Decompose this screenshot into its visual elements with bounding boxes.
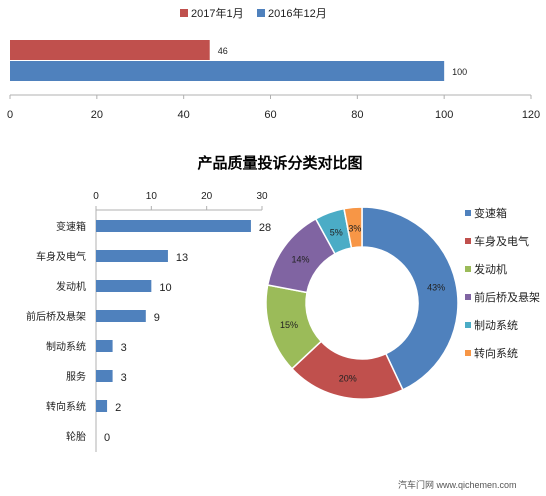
category-bar-1 [96, 250, 168, 262]
donut-value-label-4: 5% [330, 227, 343, 237]
category-label-3: 前后桥及悬架 [26, 310, 86, 323]
top-bar-1 [10, 61, 445, 81]
top-tick-label-5: 100 [435, 109, 453, 121]
watermark-text: 汽车门网 www.qichemen.com [398, 479, 517, 490]
category-bar-4 [96, 340, 113, 352]
category-bar-3 [96, 310, 146, 322]
category-bar-5 [96, 370, 113, 382]
top-tick-label-3: 60 [264, 109, 276, 121]
donut-value-label-1: 20% [339, 374, 357, 384]
category-value-0: 28 [259, 222, 271, 234]
donut-value-label-3: 14% [292, 254, 310, 264]
category-bar-0 [96, 220, 251, 232]
top-comparison-chart: 2017年1月 2016年12月 46 100 0 20 40 60 80 100 120 [7, 6, 540, 121]
category-bar-2 [96, 280, 152, 292]
legend-label-0: 2017年1月 [191, 6, 244, 20]
category-value-4: 3 [121, 342, 127, 354]
top-legend: 2017年1月 2016年12月 [180, 6, 327, 20]
category-label-7: 轮胎 [66, 430, 86, 443]
category-value-5: 3 [121, 372, 127, 384]
donut-value-label-5: 3% [348, 223, 361, 233]
top-tick-label-4: 80 [351, 109, 363, 121]
category-bar-6 [96, 400, 108, 412]
donut-legend-label-0: 变速箱 [474, 206, 507, 220]
category-value-1: 13 [176, 252, 188, 264]
top-bar-0 [10, 40, 210, 60]
left-tick-label-0: 0 [93, 191, 99, 202]
category-value-6: 2 [115, 402, 121, 414]
legend-swatch-1 [257, 9, 265, 17]
left-bars: 变速箱 28 车身及电气 13 发动机 10 前后桥及悬架 9 制动系统 3 服务 3 转向系统 2 轮胎 0 [26, 220, 271, 444]
donut-legend-label-4: 制动系统 [474, 319, 518, 332]
top-tick-label-2: 40 [178, 109, 190, 121]
top-x-ticks: 0 20 40 60 80 100 120 [7, 95, 540, 121]
donut-value-label-2: 15% [280, 320, 298, 330]
left-tick-label-1: 10 [146, 191, 158, 202]
category-value-3: 9 [154, 312, 160, 324]
left-tick-label-3: 30 [256, 191, 268, 202]
donut-legend-swatch-2 [465, 266, 471, 272]
category-label-2: 发动机 [56, 280, 86, 293]
category-value-7: 0 [104, 432, 110, 444]
category-value-2: 10 [159, 282, 171, 294]
top-bar-value-0: 46 [218, 46, 228, 56]
donut-legend-swatch-1 [465, 238, 471, 244]
donut-slice-0 [361, 206, 459, 391]
legend-label-1: 2016年12月 [268, 6, 327, 20]
donut-legend-swatch-3 [465, 294, 471, 300]
top-tick-label-6: 120 [522, 109, 540, 121]
donut-slice-5 [343, 206, 363, 249]
donut-legend-label-1: 车身及电气 [474, 234, 529, 248]
donut-legend-swatch-5 [465, 350, 471, 356]
category-label-6: 转向系统 [46, 400, 86, 413]
donut-legend-swatch-0 [465, 210, 471, 216]
category-label-5: 服务 [66, 370, 86, 383]
left-tick-label-2: 20 [201, 191, 213, 202]
donut-legend-label-2: 发动机 [474, 262, 507, 276]
donut-legend-label-3: 前后桥及悬架 [474, 290, 540, 304]
donut-chart: 43% 20% 15% 14% 5% 3% [265, 206, 459, 400]
donut-value-label-0: 43% [427, 282, 445, 292]
donut-legend-label-5: 转向系统 [474, 346, 518, 360]
category-label-0: 变速箱 [56, 220, 86, 233]
donut-legend-swatch-4 [465, 322, 471, 328]
category-label-4: 制动系统 [46, 340, 86, 353]
top-bar-value-1: 100 [452, 67, 467, 77]
top-tick-label-0: 0 [7, 109, 13, 121]
left-x-ticks: 0 10 20 30 [93, 191, 268, 210]
top-bars: 46 100 [10, 40, 467, 81]
legend-swatch-0 [180, 9, 188, 17]
chart-title: 产品质量投诉分类对比图 [197, 154, 362, 172]
category-label-1: 车身及电气 [36, 250, 86, 263]
top-tick-label-1: 20 [91, 109, 103, 121]
